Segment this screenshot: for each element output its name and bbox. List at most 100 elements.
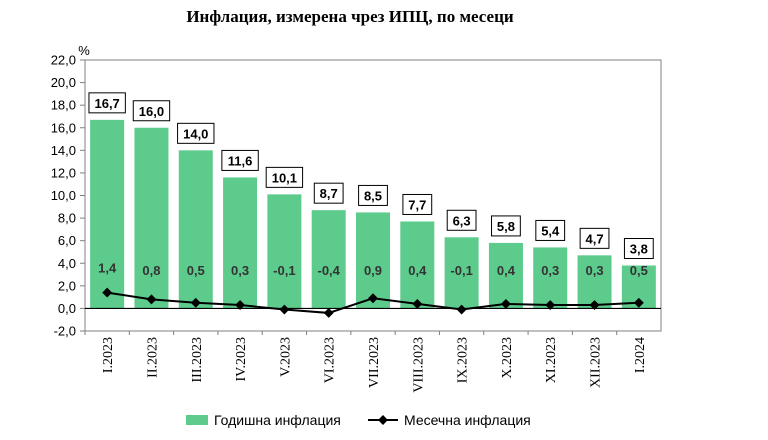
bar-value-label: 4,7 (585, 231, 603, 246)
monthly-marker (279, 304, 290, 315)
monthly-marker (323, 307, 334, 318)
line-value-label: -0,1 (273, 263, 295, 278)
monthly-marker (633, 297, 644, 308)
x-axis: I.2023 II.2023 III.2023 IV.2023 V.2023 VI.202… (84, 331, 648, 393)
bar-value-label: 16,0 (139, 104, 164, 119)
y-tick-label: 0,0 (58, 301, 76, 316)
bar-annual-inflation (400, 221, 435, 309)
x-category-label: XI.2023 (544, 337, 559, 383)
y-tick-label: 18,0 (51, 98, 76, 113)
y-tick-label: 16,0 (51, 120, 76, 135)
y-tick-label: 14,0 (51, 143, 76, 158)
x-category-label: VII.2023 (367, 337, 382, 388)
bar-value-label: 10,1 (272, 170, 297, 185)
bar-value-label: 16,7 (94, 96, 119, 111)
y-tick-label: 22,0 (51, 53, 76, 68)
x-category-label: V.2023 (278, 337, 293, 377)
y-tick-label: 2,0 (58, 278, 76, 293)
bar-value-label: 11,6 (228, 153, 253, 168)
bar-value-box (221, 149, 259, 171)
bar-annual-inflation (488, 242, 523, 309)
monthly-marker (500, 298, 511, 309)
line-value-label: 0,3 (585, 263, 603, 278)
line-value-label: -0,4 (317, 263, 340, 278)
bar-annual-inflation (223, 177, 258, 309)
y-tick-label: 10,0 (51, 188, 76, 203)
bars-series: 16,7 16,0 14,0 11,6 10,1 8,7 8,5 7,7 6,3 5,8 5,4 4,… (88, 92, 656, 309)
bar-value-label: 6,3 (453, 213, 471, 228)
line-value-label: 0,9 (364, 263, 382, 278)
line-value-label: 0,4 (497, 263, 516, 278)
monthly-marker (545, 300, 556, 310)
bar-value-box (358, 184, 388, 206)
monthly-marker (412, 298, 423, 309)
bar-value-box (313, 182, 344, 204)
bar-value-box (535, 219, 566, 241)
bar-value-label: 3,8 (630, 242, 648, 257)
bar-value-label: 14,0 (183, 126, 208, 141)
bar-value-label: 5,4 (541, 223, 560, 238)
line-value-label: 0,5 (187, 263, 205, 278)
x-category-label: II.2023 (145, 337, 160, 378)
x-category-label: IX.2023 (456, 337, 471, 383)
bar-annual-inflation (134, 127, 169, 309)
legend-label-annual: Годишна инфлация (214, 412, 341, 428)
monthly-marker (368, 293, 378, 304)
legend-swatch-annual (186, 415, 208, 425)
bar-value-box (446, 209, 477, 231)
x-category-label: I.2024 (633, 337, 648, 373)
bar-value-label: 7,7 (408, 197, 426, 212)
line-value-label: -0,1 (450, 263, 472, 278)
y-tick-label: 20,0 (51, 75, 76, 90)
x-category-label: XII.2023 (589, 337, 604, 388)
monthly-marker (456, 304, 467, 315)
bar-value-label: 8,5 (364, 188, 382, 203)
legend-label-monthly: Месечна инфлация (404, 412, 531, 428)
bar-annual-inflation (577, 255, 612, 309)
chart-title: Инфлация, измерена чрез ИПЦ, по месеци (186, 7, 514, 26)
bar-annual-inflation (444, 237, 479, 309)
bar-value-box (132, 100, 171, 122)
bar-annual-inflation (356, 212, 390, 309)
x-category-label: VIII.2023 (411, 337, 426, 393)
x-category-label: VI.2023 (323, 337, 338, 383)
bar-value-box (88, 92, 126, 114)
monthly-marker (146, 294, 157, 305)
monthly-marker (190, 297, 201, 308)
bar-annual-inflation (311, 210, 346, 309)
bar-annual-inflation (90, 119, 125, 309)
line-value-label: 0,3 (231, 263, 249, 278)
y-tick-label: -2,0 (54, 324, 76, 339)
monthly-marker (235, 300, 246, 310)
y-tick-label: 8,0 (58, 211, 76, 226)
bar-value-box (402, 193, 433, 215)
line-value-label: 1,4 (98, 261, 117, 276)
bar-value-label: 8,7 (320, 186, 338, 201)
line-value-label: 0,5 (630, 263, 648, 278)
x-category-label: IV.2023 (234, 337, 249, 381)
x-category-label: III.2023 (190, 337, 205, 383)
bar-value-box (265, 166, 304, 188)
bar-annual-inflation (533, 247, 568, 309)
line-value-label: 0,4 (408, 263, 427, 278)
bar-annual-inflation (267, 194, 302, 309)
bar-value-label: 5,8 (497, 219, 515, 234)
line-value-label: 0,3 (541, 263, 559, 278)
bar-value-box (177, 122, 215, 144)
y-axis-unit: % (78, 43, 90, 58)
x-category-label: X.2023 (500, 337, 515, 379)
line-value-label: 0,8 (142, 263, 160, 278)
monthly-marker (589, 300, 600, 310)
y-tick-label: 4,0 (58, 256, 76, 271)
x-category-label: I.2023 (101, 337, 116, 373)
bar-value-box (491, 215, 521, 237)
y-tick-label: 6,0 (58, 233, 76, 248)
y-axis: -2,0 0,0 2,0 4,0 6,0 8,0 10,0 12,0 14,0 16,0 18,0 2… (51, 53, 85, 339)
bar-value-box (623, 238, 654, 260)
legend-swatch-monthly-marker (378, 415, 388, 425)
bar-value-box (579, 227, 610, 249)
y-tick-label: 12,0 (51, 165, 76, 180)
bar-annual-inflation (178, 150, 213, 309)
legend: Годишна инфлация Месечна инфлация (186, 412, 531, 428)
